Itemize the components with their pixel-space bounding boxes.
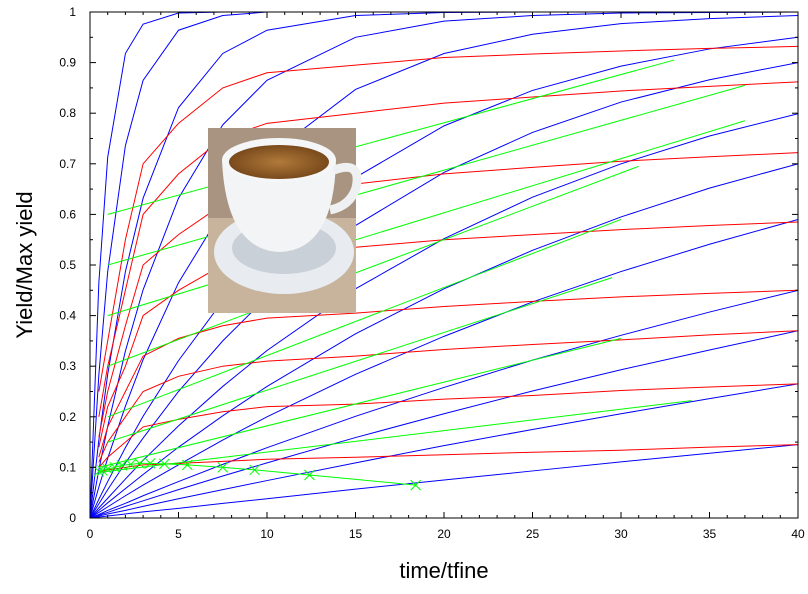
- x-marker: [410, 479, 422, 491]
- y-tick-label: 0.2: [59, 410, 76, 424]
- x-marker: [109, 462, 121, 473]
- series-line: [107, 165, 639, 367]
- y-tick-label: 0.8: [59, 106, 76, 120]
- y-tick-label: 0.4: [59, 309, 76, 323]
- x-tick-label: 10: [260, 527, 274, 541]
- x-marker: [125, 459, 137, 470]
- x-marker: [102, 463, 114, 475]
- x-tick-label: 15: [349, 527, 363, 541]
- series-line: [98, 45, 798, 392]
- x-tick-label: 0: [87, 527, 94, 541]
- y-tick-label: 1: [69, 5, 76, 19]
- y-tick-label: 0.1: [59, 460, 76, 474]
- x-tick-label: 20: [437, 527, 451, 541]
- x-marker: [134, 457, 145, 469]
- series-line: [107, 59, 675, 215]
- x-tick-label: 40: [791, 527, 805, 541]
- series-line: [90, 330, 798, 518]
- plot-frame: [89, 11, 799, 519]
- series-line: [90, 218, 798, 518]
- x-marker: [116, 460, 128, 471]
- series-line: [90, 15, 798, 518]
- series-line: [90, 383, 798, 518]
- y-tick-label: 0.7: [59, 157, 76, 171]
- y-axis-label: Yield/Max yield: [12, 191, 37, 338]
- series-line: [90, 444, 798, 518]
- series-line: [98, 330, 798, 463]
- series-line: [107, 277, 613, 443]
- series-line: [90, 12, 798, 518]
- series-line: [98, 400, 692, 473]
- y-tick-label: 0.5: [59, 258, 76, 272]
- series-line: [98, 152, 798, 438]
- x-marker: [158, 458, 170, 470]
- series-line: [98, 444, 798, 473]
- series-line: [98, 462, 416, 486]
- series-line: [98, 81, 798, 417]
- series-line: [90, 163, 798, 518]
- series-line: [90, 12, 798, 518]
- x-tick-label: 35: [703, 527, 717, 541]
- x-marker: [304, 469, 315, 481]
- series-line: [90, 12, 798, 518]
- x-marker: [249, 464, 260, 476]
- series-line: [90, 113, 798, 518]
- axes: 0 5 10 15 20 25 30 35 40 0 0.1 0.2 0.3 0.4 0.5 0.6 0.7 0.…: [59, 5, 805, 541]
- x-tick-label: 30: [614, 527, 628, 541]
- series-line: [98, 337, 622, 468]
- x-marker: [93, 466, 105, 477]
- series-line: [90, 12, 798, 518]
- x-marker: [144, 457, 156, 469]
- series-line: [90, 289, 798, 518]
- series-line: [107, 218, 622, 418]
- y-tick-label: 0: [69, 511, 76, 525]
- x-tick-label: 25: [526, 527, 540, 541]
- series-line: [107, 84, 746, 266]
- x-marker: [217, 462, 229, 473]
- series-line: [98, 383, 798, 468]
- coffee-photo: [208, 128, 362, 313]
- y-tick-label: 0.3: [59, 359, 76, 373]
- y-tick-label: 0.6: [59, 207, 76, 221]
- y-tick-label: 0.9: [59, 56, 76, 70]
- x-tick-label: 5: [175, 527, 182, 541]
- series-line: [98, 289, 798, 458]
- series-line: [90, 62, 798, 518]
- x-axis-label: time/tfine: [399, 558, 488, 583]
- series-layer: [90, 12, 798, 518]
- x-marker: [181, 459, 193, 471]
